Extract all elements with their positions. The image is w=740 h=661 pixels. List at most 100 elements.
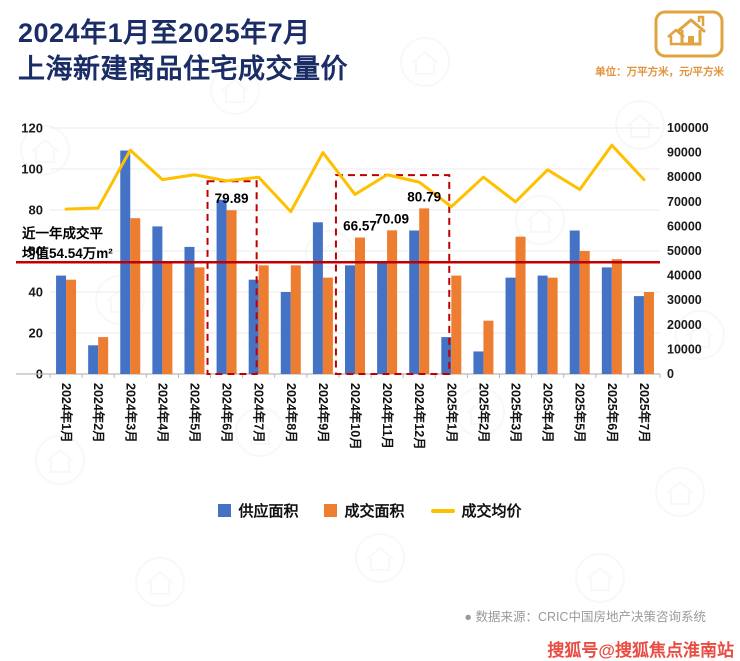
deal-bar bbox=[290, 265, 301, 374]
right-axis-tick-label: 70000 bbox=[667, 195, 702, 209]
supply-bar bbox=[152, 226, 163, 374]
house-watermark-icon bbox=[400, 37, 450, 87]
supply-bar bbox=[537, 275, 548, 374]
x-axis-label: 2025年3月 bbox=[509, 383, 524, 443]
x-axis-label: 2024年6月 bbox=[220, 383, 235, 443]
x-axis-label: 2024年3月 bbox=[123, 383, 138, 443]
right-axis-tick-label: 100000 bbox=[667, 121, 709, 135]
deal-bar bbox=[66, 279, 77, 374]
left-axis-tick-label: 100 bbox=[21, 162, 43, 177]
x-axis-label: 2024年9月 bbox=[316, 383, 331, 443]
left-axis-tick-label: 80 bbox=[29, 203, 43, 218]
price-swatch-icon bbox=[430, 508, 455, 513]
right-axis-tick-label: 90000 bbox=[667, 146, 702, 160]
x-axis-label: 2025年1月 bbox=[444, 383, 459, 443]
deal-bar bbox=[258, 265, 269, 374]
house-watermark-icon bbox=[20, 125, 70, 175]
legend-item-supply: 供应面积 bbox=[218, 500, 298, 521]
house-watermark-icon bbox=[235, 407, 285, 457]
legend-label-deals: 成交面积 bbox=[344, 503, 405, 520]
supply-bar bbox=[216, 199, 227, 374]
legend-label-supply: 供应面积 bbox=[238, 503, 299, 520]
x-axis-label: 2024年8月 bbox=[284, 383, 299, 443]
supply-bar bbox=[569, 230, 580, 374]
right-axis-tick-label: 50000 bbox=[667, 244, 702, 258]
supply-bar bbox=[377, 261, 388, 374]
supply-bar bbox=[88, 345, 99, 374]
deal-bar bbox=[515, 236, 526, 374]
page-title: 2024年1月至2025年7月 上海新建商品住宅成交量价 bbox=[18, 16, 348, 87]
supply-bar bbox=[56, 275, 67, 374]
house-watermark-icon bbox=[655, 467, 705, 517]
deal-bar bbox=[194, 267, 205, 374]
house-watermark-icon bbox=[615, 100, 665, 150]
deal-bar bbox=[322, 277, 333, 374]
data-label: 66.57 bbox=[343, 219, 377, 234]
page-title-line2: 上海新建商品住宅成交量价 bbox=[18, 53, 348, 84]
x-axis-label: 2024年4月 bbox=[155, 383, 170, 443]
right-axis-tick-label: 20000 bbox=[667, 318, 702, 332]
data-label: 79.89 bbox=[215, 191, 249, 206]
average-annotation-line1: 近一年成交平 bbox=[22, 226, 103, 241]
chart-legend: 供应面积 成交面积 成交均价 bbox=[0, 500, 740, 521]
supply-bar bbox=[248, 279, 259, 374]
deal-bar bbox=[579, 251, 590, 374]
supply-bar bbox=[441, 337, 452, 374]
house-watermark-icon bbox=[210, 65, 260, 115]
deal-bar bbox=[355, 237, 365, 374]
average-annotation-line2: 均值54.54万m² bbox=[22, 245, 113, 261]
deal-bar bbox=[451, 275, 462, 374]
legend-label-price: 成交均价 bbox=[461, 503, 522, 520]
supply-bar bbox=[409, 230, 420, 374]
x-axis-label: 2025年5月 bbox=[573, 383, 588, 443]
sohu-watermark-text: 搜狐号@搜狐焦点淮南站 bbox=[547, 641, 734, 660]
house-watermark-icon bbox=[455, 387, 505, 437]
left-axis-tick-label: 60 bbox=[29, 244, 43, 259]
supply-bar bbox=[473, 351, 484, 374]
left-axis-tick-label: 40 bbox=[29, 285, 43, 300]
right-axis-tick-label: 30000 bbox=[667, 293, 702, 307]
deals-swatch-icon bbox=[324, 504, 338, 517]
supply-bar bbox=[280, 292, 291, 374]
x-axis-label: 2024年7月 bbox=[252, 383, 267, 443]
x-axis-label: 2024年2月 bbox=[91, 383, 106, 443]
supply-bar bbox=[601, 267, 612, 374]
data-label: 70.09 bbox=[375, 211, 409, 226]
left-axis-tick-label: 20 bbox=[29, 326, 43, 341]
average-annotation: 近一年成交平 均值54.54万m² bbox=[22, 224, 113, 263]
house-watermark-icon bbox=[575, 553, 625, 603]
x-axis-label: 2025年6月 bbox=[605, 383, 620, 443]
unit-note: 单位：万平方米，元/平方米 bbox=[595, 66, 724, 78]
supply-bar bbox=[505, 277, 516, 374]
supply-bar bbox=[312, 222, 323, 374]
right-axis-tick-label: 0 bbox=[667, 367, 674, 381]
x-axis-label: 2025年4月 bbox=[541, 383, 556, 443]
deal-bar bbox=[98, 337, 109, 374]
x-axis-label: 2024年12月 bbox=[412, 383, 427, 450]
deal-bar bbox=[419, 208, 430, 374]
supply-swatch-icon bbox=[218, 504, 232, 517]
data-label: 80.79 bbox=[407, 189, 441, 204]
supply-bar bbox=[184, 246, 195, 374]
left-axis-tick-label: 120 bbox=[21, 121, 43, 136]
deal-bar bbox=[611, 259, 622, 374]
right-axis-tick-label: 40000 bbox=[667, 269, 702, 283]
right-axis-tick-label: 80000 bbox=[667, 170, 702, 184]
legend-item-deals: 成交面积 bbox=[324, 500, 405, 521]
house-watermark-icon bbox=[135, 557, 185, 607]
deal-bar bbox=[547, 277, 558, 374]
house-logo-icon bbox=[654, 8, 724, 65]
x-axis-label: 2024年11月 bbox=[380, 383, 395, 449]
right-axis-tick-label: 10000 bbox=[667, 342, 702, 356]
deal-bar bbox=[130, 218, 141, 374]
page-title-line1: 2024年1月至2025年7月 bbox=[18, 18, 311, 48]
house-watermark-icon bbox=[355, 533, 405, 583]
deal-bar bbox=[387, 230, 398, 374]
deal-bar bbox=[643, 292, 654, 374]
volume-price-chart: 0204060801001200100002000030000400005000… bbox=[16, 121, 709, 450]
price-line bbox=[64, 143, 646, 214]
x-axis-label: 2024年10月 bbox=[348, 383, 363, 450]
house-watermark-icon bbox=[675, 310, 725, 360]
house-watermark-icon bbox=[35, 435, 85, 485]
